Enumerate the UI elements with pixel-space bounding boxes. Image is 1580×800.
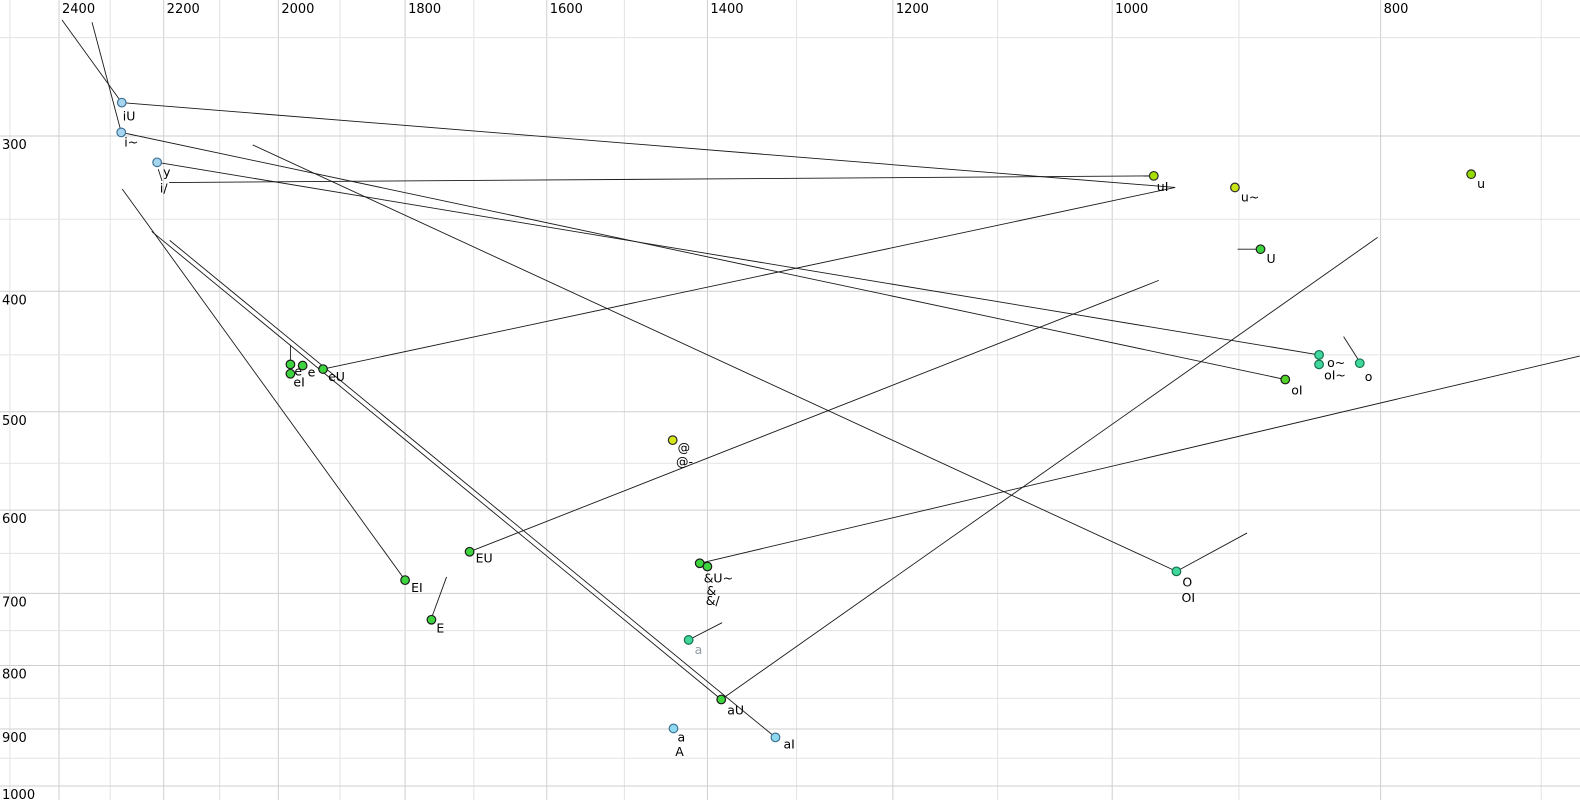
data-point-a: [668, 723, 679, 734]
point-label-E: E: [436, 621, 444, 636]
segment-onset-O: [252, 144, 1177, 572]
data-point-iU: [116, 97, 127, 108]
point-label-e: e: [294, 363, 302, 378]
data-point-O: [1171, 566, 1182, 577]
data-point-oI: [1280, 374, 1291, 385]
data-point-aU: [716, 694, 727, 705]
data-point-u: [1466, 169, 1477, 180]
y-axis-tick-label: 800: [2, 667, 27, 682]
data-point-o~: [1314, 349, 1324, 360]
point-label-i~: i~: [124, 134, 138, 149]
data-point-EI: [400, 575, 410, 586]
segment-glide-iU: [121, 102, 1176, 188]
point-label-EU: EU: [476, 551, 493, 566]
point-label-a2: a: [695, 642, 703, 657]
segment-glide-i-nasal-oI: [121, 131, 1286, 380]
data-point-E: [426, 614, 437, 625]
point-label-U: U: [1267, 251, 1276, 266]
segment-glide-i-uI: [169, 175, 1154, 183]
data-point-o: [1354, 358, 1365, 369]
x-axis-tick-label: 2400: [62, 2, 95, 17]
point-label-@: @: [678, 440, 691, 455]
data-point-e: [285, 359, 296, 370]
data-point-&U2: [702, 561, 713, 572]
segment-leader-i-slash: [157, 169, 163, 182]
segment-onset-EI: [121, 188, 406, 581]
data-point-y: [152, 157, 163, 168]
point-label-a: a: [678, 729, 686, 744]
x-axis-tick-label: 1800: [408, 2, 441, 17]
free-label-OI: OI: [1182, 590, 1196, 605]
segment-glide-y-o-nasal: [157, 161, 1320, 356]
segment-line-into-i-nasal: [91, 22, 122, 133]
y-axis-tick-label: 400: [2, 293, 27, 308]
y-axis-tick-label: 600: [2, 512, 27, 527]
segment-glide-EU: [469, 279, 1159, 553]
segment-glide-O: [1176, 532, 1248, 572]
data-point-oI~: [1314, 359, 1324, 370]
data-point-U: [1255, 244, 1266, 255]
free-label-: &/: [706, 593, 721, 608]
segment-leader-o: [1343, 336, 1361, 363]
free-label-i: i/: [160, 180, 168, 195]
y-axis-tick-label: 700: [2, 595, 27, 610]
segment-onset-aU: [151, 231, 722, 700]
x-axis-tick-label: 2000: [281, 2, 314, 17]
point-label-iU: iU: [123, 109, 136, 124]
data-point-eU: [318, 364, 328, 374]
point-label-eU: eU: [328, 369, 345, 384]
point-label-O: O: [1182, 574, 1192, 589]
segment-onset-aI: [169, 240, 776, 738]
point-label-o~: o~: [1327, 355, 1345, 370]
data-point-i~: [116, 127, 127, 138]
point-label-eI: eI: [293, 375, 304, 390]
point-label-oI: oI: [1291, 383, 1302, 398]
data-point-uI: [1148, 170, 1159, 181]
free-label-: @-: [676, 454, 693, 469]
free-label-A: A: [675, 744, 684, 759]
x-axis-tick-label: 1200: [896, 2, 929, 17]
data-point-aI: [770, 732, 781, 743]
point-label-u~: u~: [1241, 189, 1259, 204]
point-label-uI: uI: [1157, 179, 1169, 194]
data-point-@: [667, 435, 678, 446]
data-point-u~: [1230, 182, 1240, 193]
segment-leader-a2: [688, 622, 723, 641]
x-axis-tick-label: 1400: [710, 2, 743, 17]
point-label-EI: EI: [411, 580, 423, 595]
y-axis-tick-label: 900: [2, 731, 27, 746]
segment-glide-aU: [720, 237, 1378, 700]
point-label-o: o: [1365, 369, 1373, 384]
x-axis-tick-label: 1600: [550, 2, 583, 17]
segment-glide-eU: [322, 187, 1176, 370]
point-label-oI~: oI~: [1324, 367, 1346, 382]
y-axis-tick-label: 300: [2, 138, 27, 153]
x-axis-tick-label: 1000: [1115, 2, 1148, 17]
y-axis-tick-label: 500: [2, 414, 27, 429]
segment-glide-ampU: [699, 355, 1580, 564]
point-label-e2: e: [308, 365, 316, 380]
x-axis-tick-label: 800: [1384, 2, 1409, 17]
data-point-eI: [285, 368, 296, 379]
point-label-aU: aU: [727, 702, 744, 717]
data-point-EU: [464, 546, 475, 557]
y-axis-tick-label: 1000: [2, 788, 35, 800]
data-point-e2: [297, 360, 308, 371]
point-label-y: y: [163, 164, 171, 179]
free-label-: &: [707, 583, 717, 598]
segment-line-into-iU: [61, 19, 123, 103]
point-label-u: u: [1477, 176, 1485, 191]
point-label-&U: &U~: [704, 570, 733, 585]
data-point-a2: [683, 635, 694, 645]
x-axis-tick-label: 2200: [167, 2, 200, 17]
point-label-aI: aI: [783, 736, 794, 751]
segment-leader-E: [431, 576, 447, 619]
